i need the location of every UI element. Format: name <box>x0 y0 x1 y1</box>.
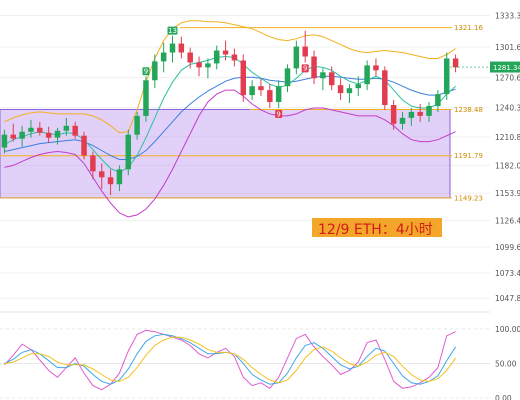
candle-body <box>81 135 87 156</box>
candle-body <box>116 169 123 185</box>
candle-body <box>187 52 193 63</box>
candle-body <box>160 52 167 62</box>
level-label: 1321.16 <box>454 24 483 32</box>
price-tick-label: 1153.90 <box>495 189 520 198</box>
candle-body <box>10 134 17 139</box>
candle-body <box>249 86 255 96</box>
sequence-badge-label: 9 <box>144 68 148 76</box>
price-tick-label: 1126.43 <box>495 216 520 225</box>
candle-body <box>373 65 379 71</box>
sequence-badge-label: 9 <box>276 110 280 118</box>
price-tick-label: 1270.62 <box>495 74 520 83</box>
price-tick-label: 1047.89 <box>495 294 520 303</box>
candle-body <box>213 50 220 64</box>
price-grid <box>0 15 490 299</box>
candle-body <box>196 62 202 68</box>
price-axis: 1333.34 1301.60 1270.62 1240.38 1210.85 1182.… <box>450 12 520 303</box>
price-tick-label: 1333.34 <box>495 12 520 21</box>
candle-body <box>328 72 335 86</box>
candle-body <box>37 127 43 133</box>
candle-body <box>267 90 273 103</box>
upper-band-line <box>4 20 456 134</box>
candle-body <box>134 115 140 135</box>
candle-body <box>346 88 353 94</box>
candle-body <box>311 56 317 79</box>
candle-body <box>169 43 176 53</box>
sequence-badge <box>142 67 150 76</box>
candle-body <box>125 134 132 170</box>
price-tick-label: 1073.44 <box>495 269 520 278</box>
candle-body <box>355 84 362 89</box>
chart-caption: 12/9 ETH：4小时 <box>318 222 433 238</box>
price-tick-label: 1210.85 <box>495 133 520 142</box>
range-box <box>0 108 451 199</box>
candle-body <box>293 46 300 69</box>
candle-body <box>231 54 238 61</box>
candle-body <box>72 125 78 136</box>
price-tick-label: 1099.62 <box>495 243 520 252</box>
level-label: 1238.48 <box>454 106 483 114</box>
candle-body <box>284 68 291 87</box>
candle-body <box>19 131 25 139</box>
osc-series-line <box>4 336 457 384</box>
candle-body <box>443 58 450 95</box>
price-tick-label: 1301.60 <box>495 43 520 52</box>
candle-body <box>302 46 308 57</box>
candle-body <box>240 60 247 96</box>
candle-body <box>258 86 264 91</box>
candle-body <box>417 111 423 116</box>
sequence-badge-label: 9 <box>303 65 307 73</box>
candle-body <box>382 70 388 105</box>
osc-tick-label: 0.00 <box>495 394 512 400</box>
fast-ma-line <box>4 55 456 173</box>
lower-band-line <box>4 89 456 218</box>
candle-body <box>452 58 459 68</box>
indicator-lines <box>4 20 456 218</box>
level-label: 1149.23 <box>454 194 483 202</box>
sequence-badge <box>301 64 309 73</box>
candle-body <box>426 105 432 116</box>
candle-body <box>337 85 344 94</box>
candle-body <box>45 132 52 138</box>
candle-body <box>63 125 70 131</box>
level-label: 1191.79 <box>454 152 483 160</box>
candle-body <box>205 63 211 68</box>
sequence-badge-label: 13 <box>168 27 177 35</box>
sequence-badge <box>167 26 178 35</box>
osc-tick-label: 50.00 <box>495 359 517 368</box>
candle-body <box>107 177 114 185</box>
osc-tick-label: 100.00 <box>495 325 520 334</box>
candle-body <box>320 72 326 79</box>
price-levels: 1321.16 1238.48 1191.79 1149.23 <box>0 24 483 202</box>
candle-body <box>1 134 8 148</box>
current-price-label: 1281.34 <box>493 64 520 72</box>
price-tick-label: 1182.03 <box>495 161 520 170</box>
oscillator-pane: 100.00 50.00 0.00 <box>0 325 520 400</box>
sequence-badges: 9 13 9 9 <box>142 26 309 118</box>
candles: 1312.99 <box>1 30 459 196</box>
current-price-tag <box>490 61 520 73</box>
candle-body <box>178 43 185 53</box>
range-box-layer <box>0 108 451 199</box>
candle-body <box>54 130 61 138</box>
candle-body <box>408 111 415 118</box>
candle-body <box>143 80 149 116</box>
candle-body <box>28 127 34 132</box>
candle-body <box>152 61 158 81</box>
candle-body <box>98 171 105 178</box>
sequence-badge <box>275 109 283 118</box>
candle-body <box>90 155 96 172</box>
candle-body <box>399 117 406 124</box>
candle-body <box>222 50 229 55</box>
price-tick-label: 1240.38 <box>495 104 520 113</box>
candle-body <box>364 65 370 85</box>
candle-body <box>390 104 397 124</box>
candle-body <box>275 86 282 103</box>
caption-background <box>312 218 442 237</box>
candle-body <box>435 94 441 106</box>
slow-ma-line <box>4 75 456 160</box>
